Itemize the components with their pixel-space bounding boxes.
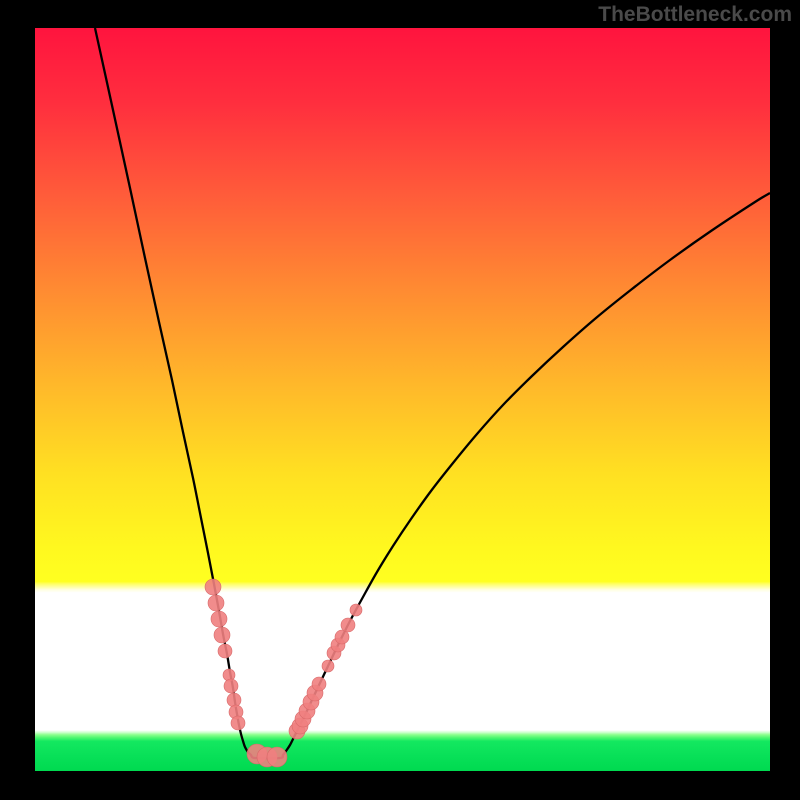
marker-dots (205, 579, 362, 767)
plot-area (35, 28, 770, 771)
v-curve (95, 28, 770, 758)
marker-dot (231, 716, 245, 730)
chart-container: TheBottleneck.com (0, 0, 800, 800)
marker-dot (267, 747, 287, 767)
marker-dot (205, 579, 221, 595)
marker-dot (224, 679, 238, 693)
marker-dot (350, 604, 362, 616)
marker-dot (211, 611, 227, 627)
marker-dot (218, 644, 232, 658)
marker-dot (214, 627, 230, 643)
curve-layer (35, 28, 770, 771)
marker-dot (341, 618, 355, 632)
marker-dot (322, 660, 334, 672)
marker-dot (312, 677, 326, 691)
watermark-text: TheBottleneck.com (598, 3, 792, 27)
marker-dot (227, 693, 241, 707)
marker-dot (208, 595, 224, 611)
